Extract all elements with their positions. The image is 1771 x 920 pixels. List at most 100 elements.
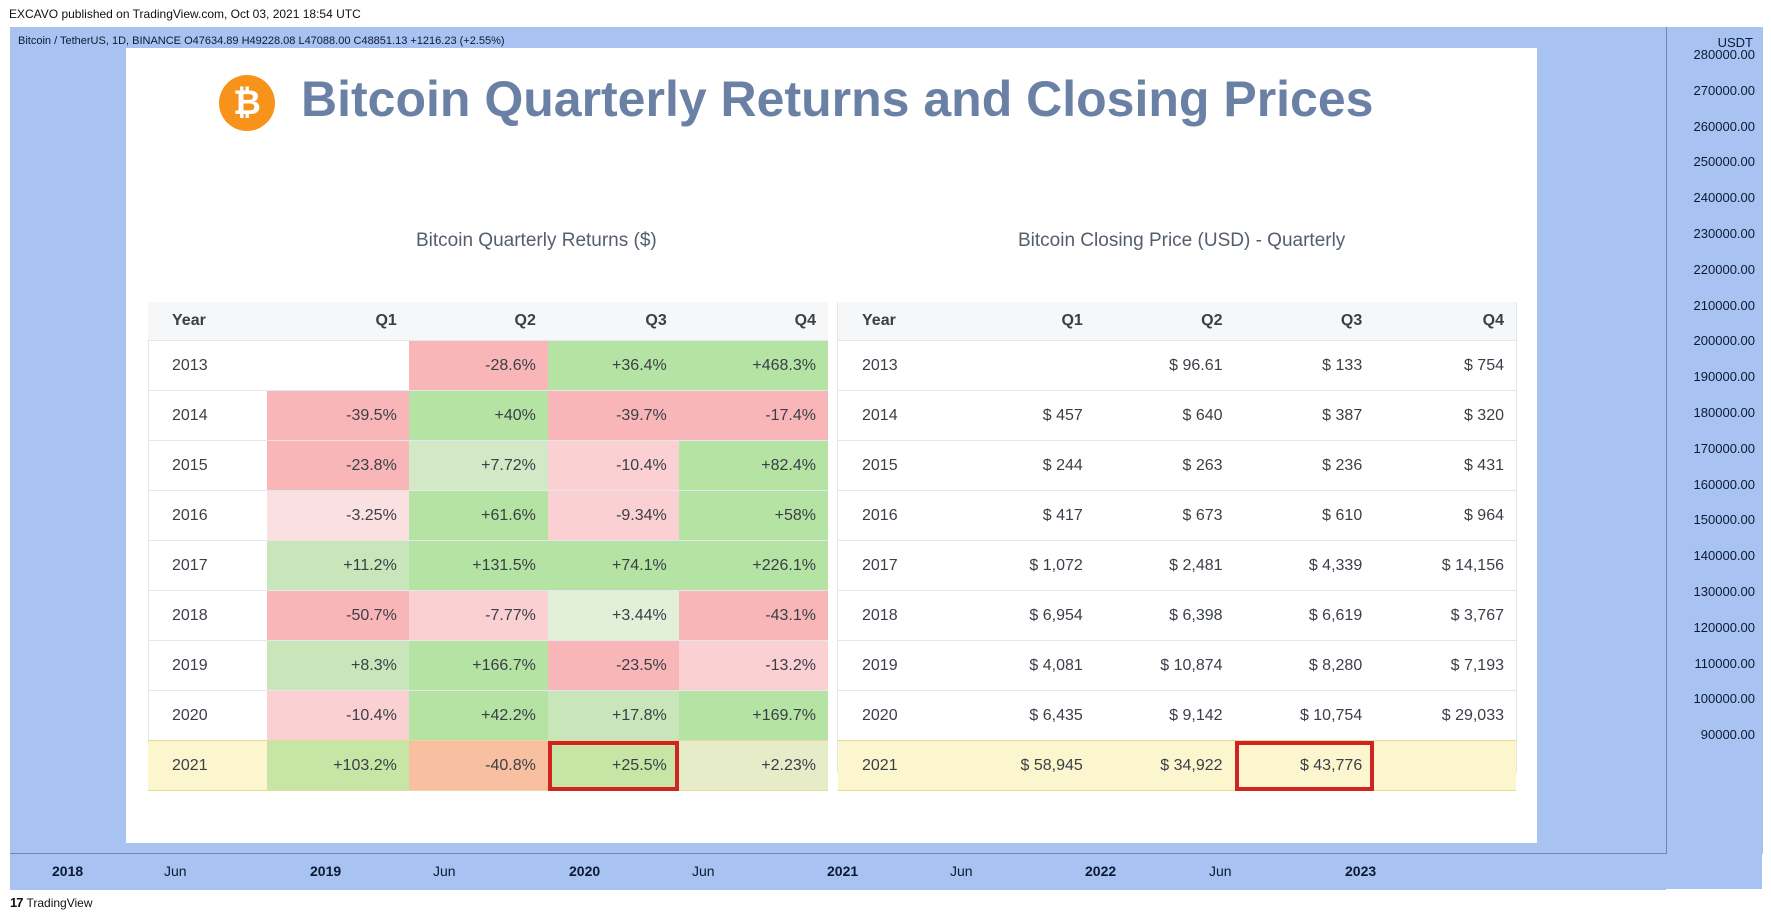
time-axis-label: Jun: [1209, 863, 1232, 879]
table-cell: $ 9,142: [1094, 690, 1235, 741]
table-cell: -23.5%: [547, 640, 679, 691]
table-row: 2018 $ 6,954 $ 6,398 $ 6,619 $ 3,767: [838, 590, 1516, 641]
price-tick-label: 230000.00: [1693, 226, 1755, 241]
table-cell: $ 8,280: [1234, 640, 1375, 691]
table-cell: $ 6,619: [1234, 590, 1375, 641]
table-row: 2018 -50.7% -7.77% +3.44% -43.1%: [148, 590, 828, 641]
price-tick-label: 260000.00: [1693, 118, 1755, 134]
table-cell: $ 10,754: [1234, 690, 1375, 741]
table-row: 2013 -28.6% +36.4% +468.3%: [148, 340, 828, 391]
table-cell: $ 1,072: [966, 540, 1095, 591]
infographic-title: Bitcoin Quarterly Returns and Closing Pr…: [301, 71, 1374, 127]
table-row: 2016 $ 417 $ 673 $ 610 $ 964: [838, 490, 1516, 541]
column-header: Q4: [1374, 302, 1516, 341]
time-axis[interactable]: 2018 Jun 2019 Jun 2020 Jun 2021 Jun 2022 Jun 2023: [10, 853, 1666, 890]
table-cell: $ 754: [1374, 340, 1516, 391]
price-tick-label: 190000.00: [1693, 369, 1755, 385]
table-row: 2013 $ 96.61 $ 133 $ 754: [838, 340, 1516, 391]
prices-table-title: Bitcoin Closing Price (USD) - Quarterly: [1018, 230, 1346, 251]
price-scale[interactable]: USDT 280000.00 270000.00 260000.00 250000.0…: [1666, 27, 1763, 854]
row-year: 2013: [838, 340, 967, 391]
table-cell: -23.8%: [266, 440, 409, 491]
table-cell: $ 431: [1374, 440, 1516, 491]
column-header: Q2: [1094, 302, 1235, 341]
table-cell: +169.7%: [678, 690, 828, 741]
table-cell: -40.8%: [408, 740, 548, 791]
table-cell: $ 673: [1094, 490, 1235, 541]
price-tick-label: 170000.00: [1693, 440, 1755, 456]
price-tick-label: 220000.00: [1693, 261, 1755, 277]
time-axis-label: 2020: [569, 863, 601, 879]
table-cell: +40%: [408, 390, 548, 441]
table-cell: $ 2,481: [1094, 540, 1235, 591]
time-axis-label: Jun: [950, 863, 973, 879]
table-cell: +36.4%: [547, 340, 679, 391]
row-year: 2018: [838, 590, 967, 641]
table-cell: $ 29,033: [1374, 690, 1516, 741]
table-cell: $ 6,435: [966, 690, 1095, 741]
row-year: 2016: [838, 490, 967, 541]
price-tick-label: 200000.00: [1693, 333, 1755, 349]
table-row: 2020 -10.4% +42.2% +17.8% +169.7%: [148, 690, 828, 741]
table-cell: +131.5%: [408, 540, 548, 591]
price-tick-label: 150000.00: [1693, 512, 1755, 528]
table-cell: $ 244: [966, 440, 1095, 491]
row-year: 2019: [838, 640, 967, 691]
column-header: Year: [838, 302, 967, 341]
time-axis-label: Jun: [433, 863, 456, 879]
row-year: 2021: [838, 740, 967, 791]
price-tick-label: 210000.00: [1693, 297, 1755, 313]
table-cell: [266, 340, 409, 391]
table-row: 2016 -3.25% +61.6% -9.34% +58%: [148, 490, 828, 541]
bitcoin-logo-icon: ₿: [219, 75, 275, 131]
time-axis-label: 2022: [1085, 863, 1117, 879]
row-year: 2017: [838, 540, 967, 591]
table-cell: +42.2%: [408, 690, 548, 741]
table-cell: +8.3%: [266, 640, 409, 691]
time-axis-label: 2021: [827, 863, 859, 879]
tradingview-logo-icon: 17: [10, 895, 24, 910]
row-year: 2014: [838, 390, 967, 441]
table-cell: $ 14,156: [1374, 540, 1516, 591]
symbol-info: Bitcoin / TetherUS, 1D, BINANCE O47634.8…: [18, 35, 505, 47]
table-cell: +58%: [678, 490, 828, 541]
table-cell: +3.44%: [547, 590, 679, 641]
table-cell: -17.4%: [678, 390, 828, 441]
table-cell: -28.6%: [408, 340, 548, 391]
time-axis-label: Jun: [692, 863, 715, 879]
time-axis-label: 2018: [52, 863, 84, 879]
table-row: 2015 -23.8% +7.72% -10.4% +82.4%: [148, 440, 828, 491]
table-cell: $ 6,398: [1094, 590, 1235, 641]
column-header: Q1: [266, 302, 409, 341]
table-row: 2020 $ 6,435 $ 9,142 $ 10,754 $ 29,033: [838, 690, 1516, 741]
highlight-row: 2021 +103.2% -40.8% +25.5% +2.23%: [148, 740, 828, 791]
returns-table-title: Bitcoin Quarterly Returns ($): [416, 230, 657, 251]
table-cell: +166.7%: [408, 640, 548, 691]
publication-note: EXCAVO published on TradingView.com, Oct…: [9, 7, 361, 21]
table-cell: -3.25%: [266, 490, 409, 541]
price-tick-label: 110000.00: [1694, 655, 1756, 671]
table-cell: +226.1%: [678, 540, 828, 591]
table-cell: [966, 340, 1095, 391]
table-cell: +2.23%: [678, 740, 828, 791]
column-header: Q3: [547, 302, 679, 341]
table-cell: -9.34%: [547, 490, 679, 541]
table-cell: $ 4,081: [966, 640, 1095, 691]
table-cell: +17.8%: [547, 690, 679, 741]
row-year: 2014: [148, 390, 267, 441]
table-cell: -10.4%: [266, 690, 409, 741]
table-cell: $ 387: [1234, 390, 1375, 441]
table-cell: -13.2%: [678, 640, 828, 691]
row-year: 2016: [148, 490, 267, 541]
price-tick-label: 120000.00: [1693, 619, 1755, 635]
price-tick-label: 180000.00: [1693, 405, 1755, 420]
table-cell: $ 640: [1094, 390, 1235, 441]
currency-unit[interactable]: USDT: [1717, 35, 1753, 50]
price-tick-label: 90000.00: [1700, 727, 1755, 743]
table-cell: $ 457: [966, 390, 1095, 441]
row-year: 2018: [148, 590, 267, 641]
price-tick-label: 250000.00: [1693, 154, 1755, 170]
table-cell: +7.72%: [408, 440, 548, 491]
table-cell: -50.7%: [266, 590, 409, 641]
table-cell: +82.4%: [678, 440, 828, 491]
